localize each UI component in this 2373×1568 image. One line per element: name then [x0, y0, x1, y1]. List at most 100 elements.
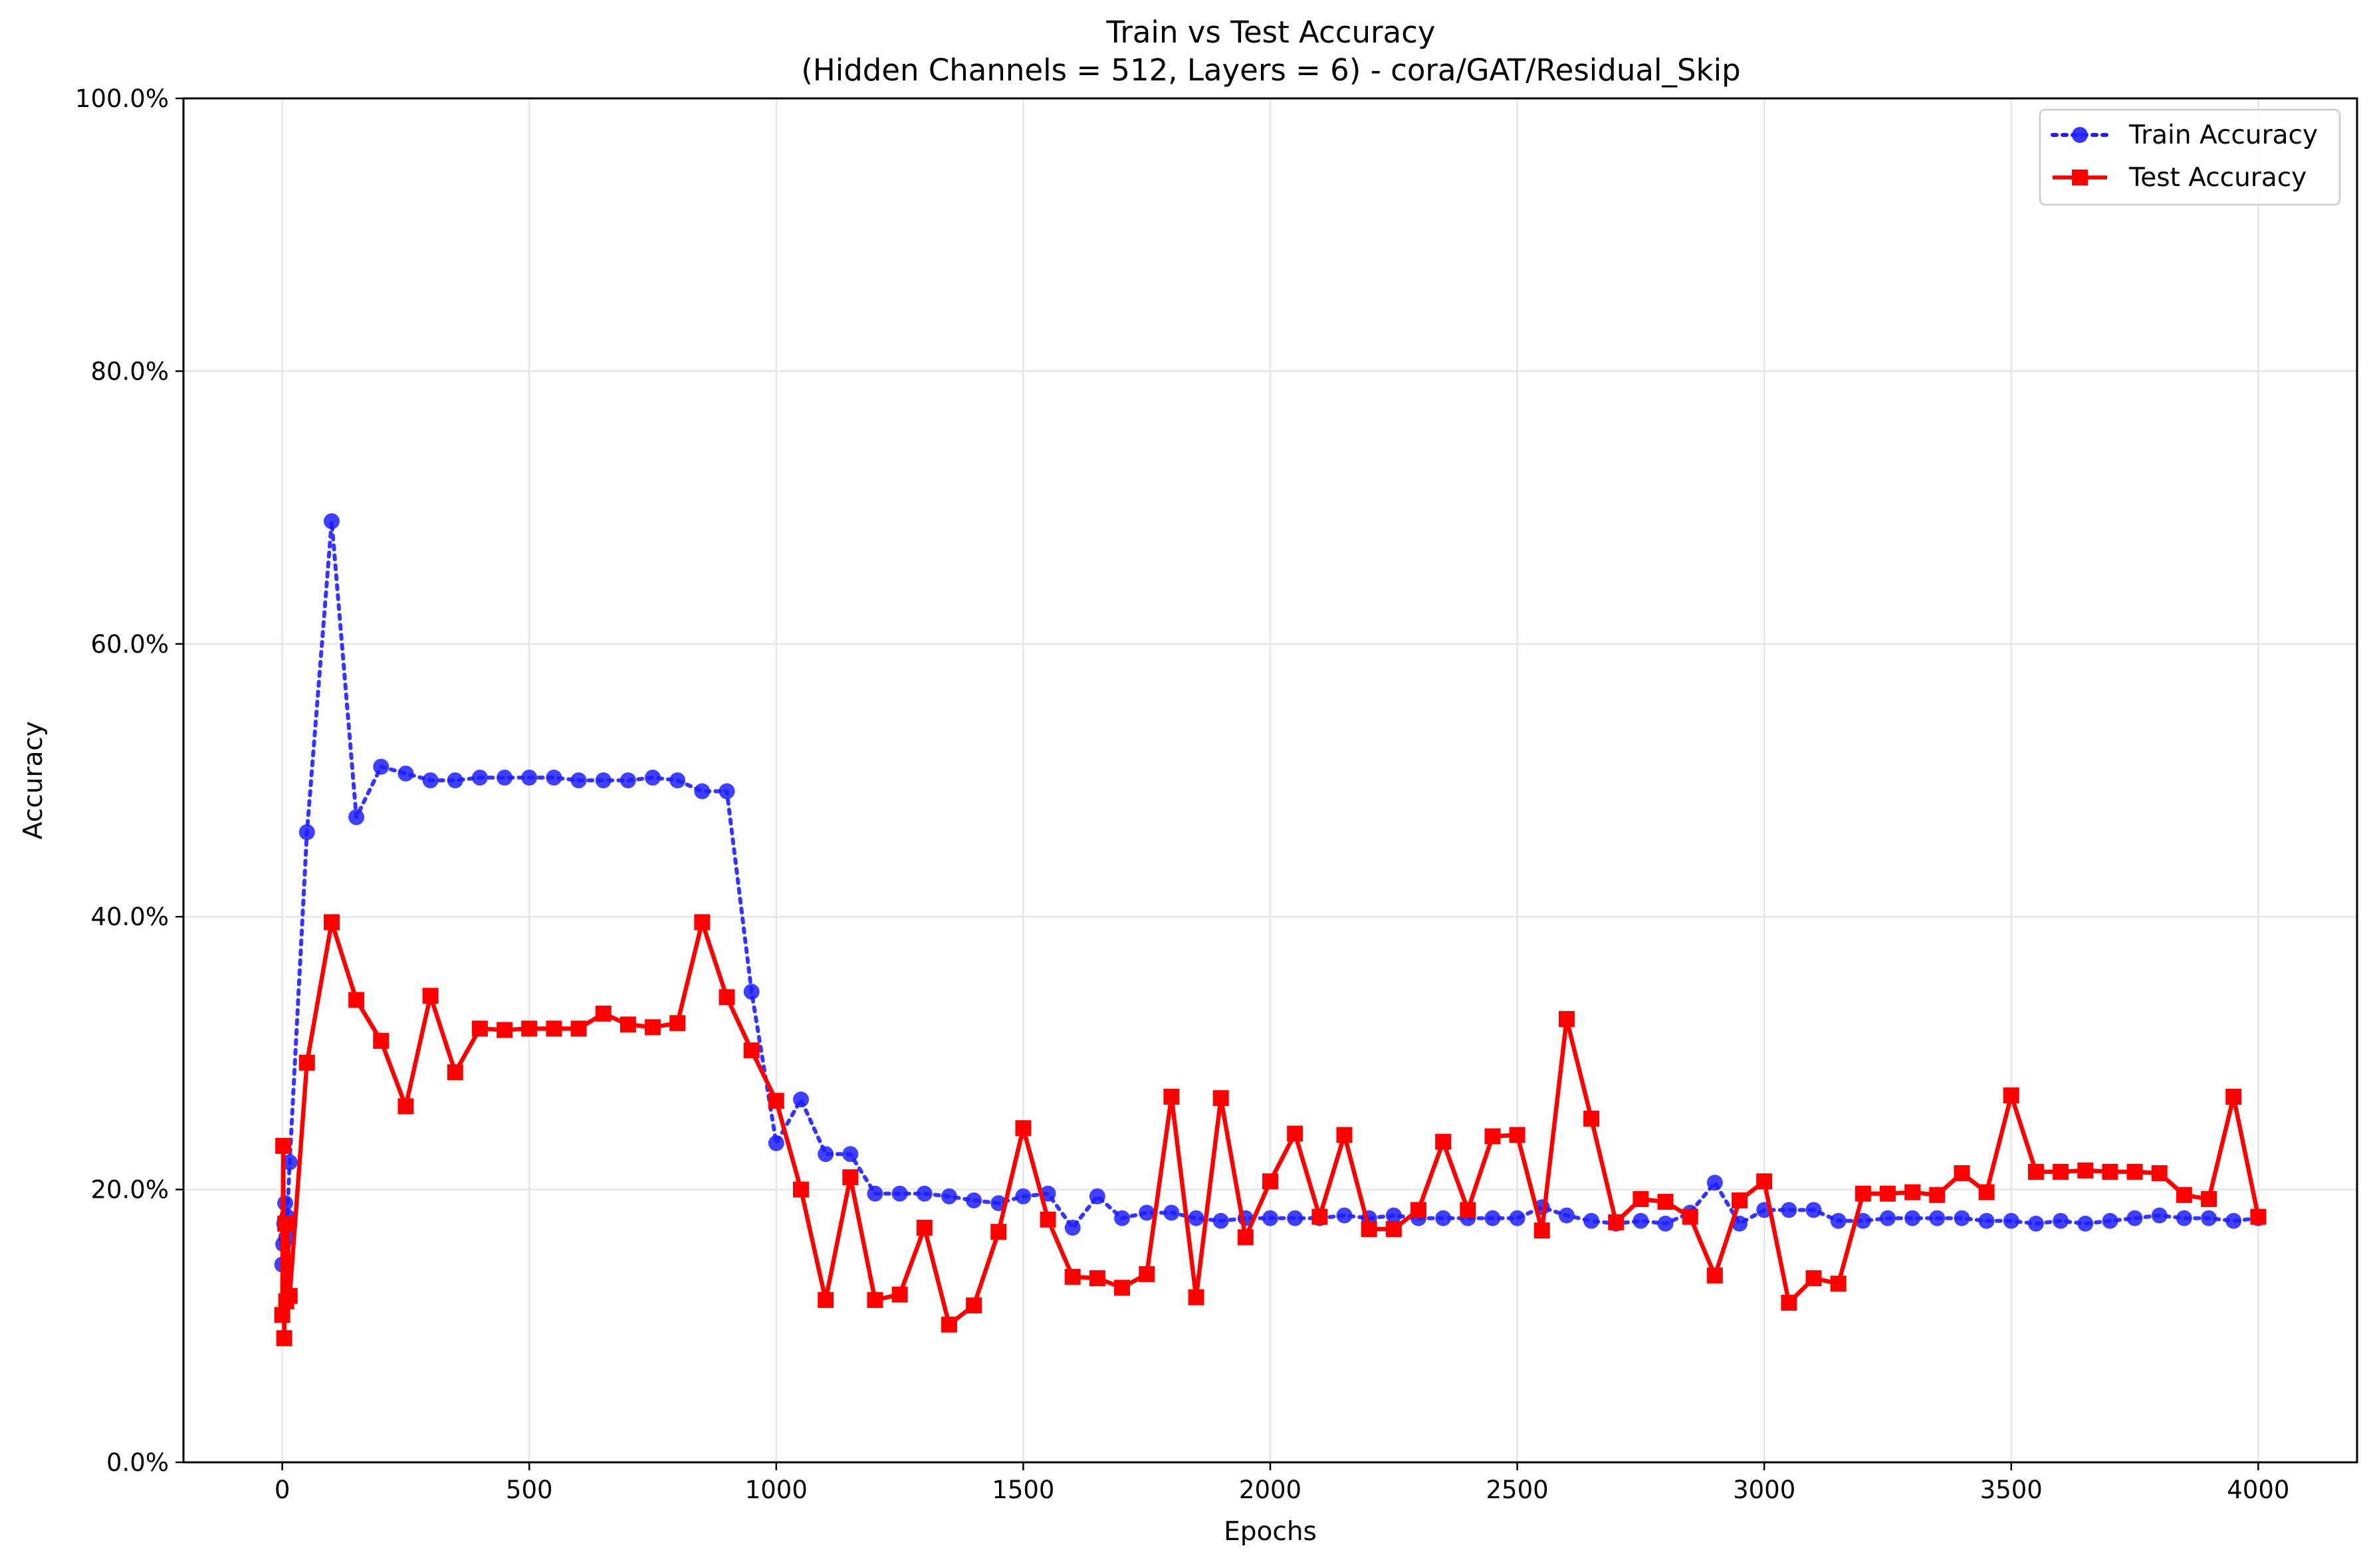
data-point	[422, 988, 439, 1004]
data-point	[2102, 1212, 2118, 1229]
data-point	[1188, 1210, 1204, 1226]
data-point	[1929, 1210, 1946, 1226]
grid	[183, 97, 2357, 1464]
data-point	[2201, 1190, 2217, 1207]
data-point	[768, 1093, 784, 1109]
data-point	[348, 809, 365, 826]
data-point	[447, 772, 463, 788]
data-point	[2250, 1208, 2267, 1225]
data-point	[1287, 1210, 1303, 1226]
data-point	[1188, 1289, 1204, 1305]
data-point	[1879, 1210, 1896, 1226]
data-point	[1732, 1192, 1748, 1209]
data-point	[719, 989, 735, 1006]
data-point	[891, 1185, 908, 1202]
data-point	[1287, 1125, 1303, 1142]
data-point	[2077, 1215, 2094, 1232]
data-point	[2077, 1162, 2094, 1178]
data-point	[867, 1291, 883, 1308]
data-point	[1805, 1202, 1822, 1218]
data-point	[792, 1181, 809, 1198]
data-point	[1114, 1280, 1131, 1296]
data-point	[1435, 1210, 1452, 1226]
data-point	[275, 1137, 292, 1154]
data-point	[1608, 1214, 1625, 1230]
data-point	[1509, 1127, 1526, 1143]
data-point	[1978, 1212, 1995, 1229]
data-point	[1533, 1222, 1550, 1239]
data-point	[1262, 1173, 1278, 1190]
y-tick-label: 0.0%	[106, 1448, 169, 1477]
x-tick-label: 4000	[2227, 1476, 2289, 1504]
data-point	[1732, 1215, 1748, 1232]
data-point	[1830, 1276, 1847, 1292]
data-point	[281, 1154, 298, 1171]
data-point	[669, 772, 686, 788]
data-point	[1311, 1208, 1328, 1225]
data-point	[2225, 1212, 2242, 1229]
data-point	[570, 1020, 587, 1037]
data-point	[595, 772, 612, 788]
x-tick-label: 2500	[1486, 1476, 1549, 1504]
data-point	[768, 1135, 784, 1151]
y-tick-label: 100.0%	[75, 84, 169, 113]
data-point	[620, 772, 636, 788]
data-point	[373, 758, 390, 775]
data-point	[279, 1215, 296, 1232]
data-point	[1978, 1184, 1995, 1200]
data-point	[1015, 1188, 1032, 1204]
data-point	[620, 1016, 636, 1033]
data-point	[1089, 1188, 1105, 1204]
data-point	[1756, 1173, 1773, 1190]
data-point	[323, 513, 340, 530]
data-point	[645, 769, 661, 786]
data-point	[2126, 1210, 2143, 1226]
series-1	[274, 914, 2267, 1347]
chart-title: Train vs Test Accuracy	[1105, 15, 1435, 50]
y-tick-label: 20.0%	[90, 1176, 169, 1204]
data-point	[818, 1291, 834, 1308]
data-point	[966, 1192, 982, 1209]
data-point	[397, 1098, 414, 1115]
data-point	[1163, 1204, 1180, 1221]
legend-test-marker	[2072, 169, 2088, 185]
data-point	[1583, 1212, 1600, 1229]
y-axis-label: Accuracy	[19, 721, 49, 840]
data-point	[1830, 1212, 1847, 1229]
x-tick-label: 3500	[1980, 1476, 2043, 1504]
data-point	[1410, 1202, 1426, 1218]
data-point	[1509, 1210, 1526, 1226]
x-tick-label: 2000	[1239, 1476, 1301, 1504]
data-point	[966, 1297, 982, 1314]
data-point	[2201, 1210, 2217, 1226]
data-point	[1682, 1208, 1698, 1225]
data-point	[521, 769, 538, 786]
legend-box	[2039, 108, 2341, 206]
data-point	[1139, 1204, 1155, 1221]
data-point	[397, 765, 414, 782]
data-point	[990, 1224, 1007, 1240]
data-point	[792, 1091, 809, 1108]
data-point	[645, 1019, 661, 1036]
data-point	[916, 1185, 933, 1202]
data-point	[1954, 1210, 1970, 1226]
data-point	[1336, 1207, 1353, 1224]
data-point	[422, 772, 439, 788]
data-point	[1064, 1268, 1081, 1285]
data-point	[595, 1005, 612, 1022]
data-point	[2176, 1210, 2192, 1226]
data-point	[2126, 1163, 2143, 1180]
data-point	[2053, 1212, 2069, 1229]
data-point	[546, 1020, 562, 1037]
data-point	[2027, 1215, 2044, 1232]
data-point	[1855, 1185, 1871, 1202]
data-point	[1558, 1011, 1575, 1028]
y-axis-ticks: 0.0% 20.0% 40.0% 60.0% 80.0% 100.0%	[75, 84, 183, 1477]
data-point	[1336, 1127, 1353, 1143]
data-point	[1139, 1266, 1155, 1282]
data-point	[1657, 1215, 1674, 1232]
data-point	[1435, 1133, 1452, 1150]
data-point	[743, 984, 760, 1000]
